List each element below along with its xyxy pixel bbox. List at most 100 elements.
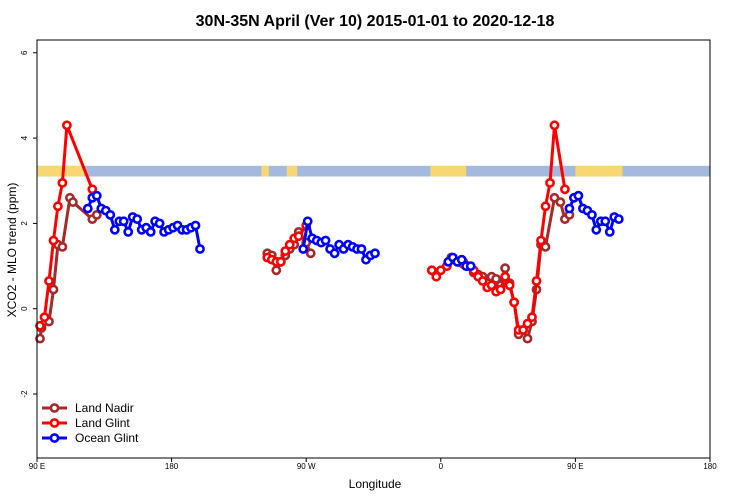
ocean-glint-point: [82, 203, 93, 214]
ocean-glint-point: [91, 190, 102, 201]
legend-swatch-point: [49, 403, 60, 413]
y-tick-label: 2: [20, 221, 29, 226]
ocean-glint-point: [320, 235, 331, 246]
y-tick-label: 6: [20, 50, 29, 55]
x-tick-label: 90 W: [297, 462, 316, 471]
ocean-glint-point: [356, 244, 367, 254]
legend-swatch-point: [49, 433, 60, 443]
land-glint-point: [48, 235, 59, 246]
land-glint-point: [431, 271, 442, 282]
land-glint-point: [549, 120, 560, 131]
land-band-segment: [430, 165, 467, 177]
land-glint-point: [495, 284, 506, 295]
legend-label: Ocean Glint: [75, 431, 139, 445]
chart-title: 30N-35N April (Ver 10) 2015-01-01 to 202…: [196, 13, 555, 30]
legend-item-land-glint: Land Glint: [42, 416, 130, 430]
land-nadir-point: [555, 197, 566, 207]
series-layer: [35, 120, 624, 344]
land-nadir-point: [68, 197, 78, 207]
ocean-glint-point: [123, 226, 134, 237]
x-axis: 90 E 180 90 W 0 90 E 180: [29, 458, 717, 471]
ocean-glint-line: [86, 194, 202, 250]
y-tick-label: 0: [20, 306, 29, 311]
x-tick-label: 180: [165, 462, 179, 471]
ocean-glint-point: [302, 216, 313, 227]
legend-label: Land Nadir: [75, 401, 134, 415]
ocean-glint-point: [591, 224, 602, 235]
land-band-segment: [37, 165, 85, 177]
plot-frame: [36, 39, 711, 459]
land-nadir-point: [540, 241, 551, 252]
land-glint-point: [53, 201, 63, 212]
land-nadir-point: [57, 241, 68, 252]
ocean-glint-point: [604, 226, 615, 237]
ocean-band: [37, 165, 710, 177]
land-glint-point: [540, 201, 551, 212]
land-nadir-point: [271, 265, 282, 276]
x-tick-label: 90 E: [29, 462, 45, 471]
land-glint-point: [500, 271, 510, 282]
land-glint-point: [518, 325, 528, 335]
ocean-glint-point: [195, 244, 205, 254]
land-glint-point: [522, 318, 533, 329]
ocean-glint-point: [564, 203, 575, 214]
land-nadir-point: [500, 263, 510, 274]
land-glint-point: [293, 231, 304, 242]
land-glint-point: [531, 276, 542, 286]
y-axis: -2 0 2 4 6: [20, 50, 37, 398]
x-axis-label: Longitude: [349, 477, 402, 491]
x-tick-label: 0: [439, 462, 444, 471]
ocean-glint-point: [329, 248, 340, 259]
land-band-segment: [575, 165, 623, 177]
land-glint-point: [57, 177, 68, 188]
ocean-glint-point: [118, 216, 129, 227]
ocean-glint-point: [132, 214, 143, 224]
ocean-glint-point: [298, 244, 309, 254]
x-tick-label: 180: [703, 462, 717, 471]
land-glint-point: [280, 246, 291, 256]
land-glint-point: [509, 297, 519, 308]
land-nadir-point: [522, 333, 533, 344]
ocean-glint-point: [613, 214, 624, 224]
land-ocean-band: [37, 165, 710, 177]
ocean-glint-point: [145, 226, 156, 237]
land-band-segment: [286, 165, 298, 177]
land-nadir-point: [48, 284, 59, 295]
ocean-glint-point: [370, 248, 380, 259]
ocean-glint-point: [456, 254, 467, 265]
land-glint-point: [486, 280, 497, 291]
legend-item-land-nadir: Land Nadir: [42, 401, 134, 415]
land-glint-point: [87, 184, 98, 195]
x-tick-label: 90 E: [567, 462, 583, 471]
land-glint-point: [275, 256, 286, 267]
land-glint-point: [62, 120, 72, 131]
ocean-glint-point: [105, 209, 116, 220]
series-ocean-glint: [82, 190, 624, 271]
y-axis-label: XCO2 - MLO trend (ppm): [5, 183, 19, 318]
legend-label: Land Glint: [75, 416, 130, 430]
ocean-glint-point: [154, 218, 165, 229]
land-glint-point: [426, 265, 437, 276]
land-glint-point: [39, 312, 50, 323]
ocean-glint-point: [109, 224, 120, 235]
ocean-glint-point: [600, 216, 611, 227]
land-glint-line: [38, 123, 94, 327]
land-glint-point: [536, 235, 546, 246]
ocean-glint-point: [465, 261, 476, 271]
land-nadir-point: [91, 209, 102, 220]
ocean-glint-point: [573, 190, 584, 201]
ocean-glint-point: [587, 209, 597, 220]
ocean-glint-point: [190, 220, 201, 231]
land-glint-point: [35, 320, 45, 331]
legend-item-ocean-glint: Ocean Glint: [42, 431, 139, 445]
land-glint-point: [44, 276, 54, 286]
legend-swatch-point: [49, 418, 60, 428]
land-band-segment: [261, 165, 269, 177]
land-nadir-point: [35, 333, 45, 344]
land-glint-point: [560, 184, 570, 195]
land-glint-point: [527, 312, 537, 323]
land-nadir-point: [491, 273, 501, 284]
land-glint-point: [504, 280, 515, 291]
